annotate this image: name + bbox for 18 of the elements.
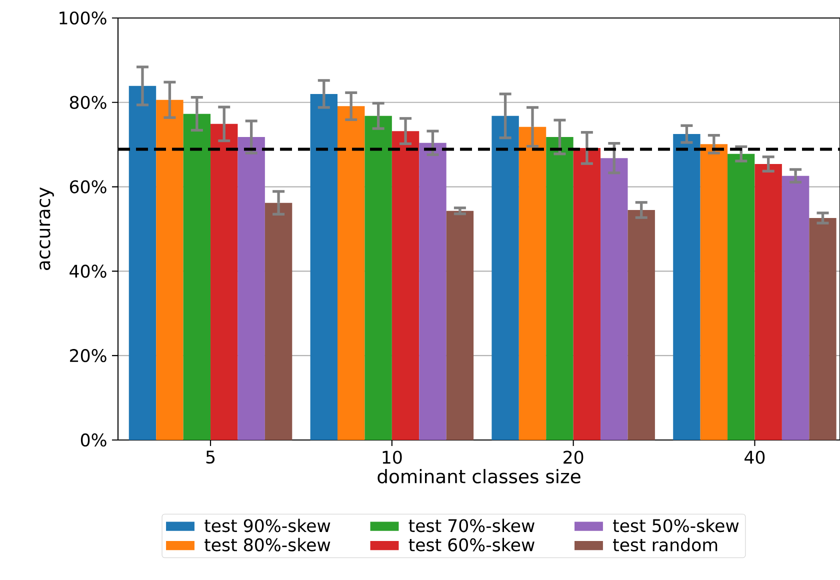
legend-label: test 80%-skew [204,538,330,552]
x-axis-title: dominant classes size [378,468,580,484]
x-tick-label: 20 [564,450,584,464]
legend-label: test 90%-skew [204,518,330,532]
x-tick-label: 5 [206,450,215,464]
y-tick-label: 60% [70,180,106,194]
y-tick-label: 40% [70,264,106,278]
legend-label: test 70%-skew [408,518,534,532]
legend-label: test 60%-skew [408,538,534,552]
legend-label: test random [613,538,718,552]
x-tick-label: 10 [382,450,402,464]
x-tick-label: 40 [744,450,765,464]
y-tick-label: 80% [70,96,106,109]
legend-label: test 50%-skew [613,518,739,532]
y-tick-label: 100% [60,11,106,25]
y-tick-label: 20% [70,349,106,362]
y-axis-title: accuracy [40,187,54,270]
y-tick-label: 0% [80,433,106,447]
